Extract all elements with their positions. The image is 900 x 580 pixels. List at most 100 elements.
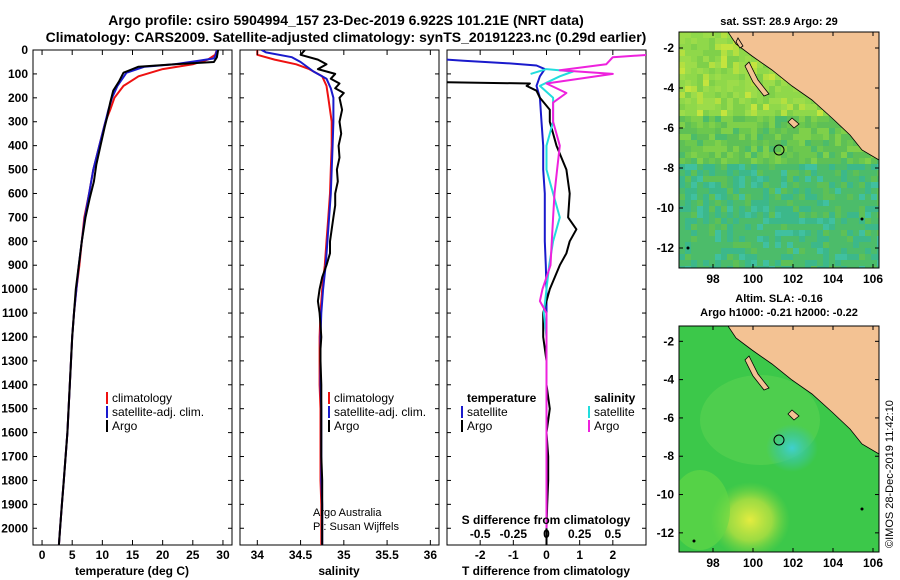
sst-cell bbox=[703, 62, 709, 68]
sst-cell bbox=[763, 128, 769, 134]
sst-cell bbox=[781, 230, 787, 236]
sst-cell bbox=[739, 260, 745, 266]
sst-cell bbox=[715, 140, 721, 146]
legend-label: Argo bbox=[594, 419, 620, 433]
sst-cell bbox=[703, 86, 709, 92]
sst-cell bbox=[835, 266, 841, 268]
sst-cell bbox=[793, 254, 799, 260]
sst-cell bbox=[781, 176, 787, 182]
sst-cell bbox=[745, 98, 751, 104]
sst-cell bbox=[817, 236, 823, 242]
sst-cell bbox=[727, 254, 733, 260]
sst-cell bbox=[811, 146, 817, 152]
sst-cell bbox=[721, 50, 727, 56]
sst-cell bbox=[835, 146, 841, 152]
sst-cell bbox=[793, 188, 799, 194]
sst-cell bbox=[751, 260, 757, 266]
sst-cell bbox=[853, 170, 859, 176]
sst-cell bbox=[715, 242, 721, 248]
sst-cell bbox=[811, 188, 817, 194]
sst-cell bbox=[697, 74, 703, 80]
sst-cell bbox=[829, 242, 835, 248]
sst-cell bbox=[805, 134, 811, 140]
sst-cell bbox=[859, 206, 865, 212]
sst-cell bbox=[781, 92, 787, 98]
sst-cell bbox=[679, 236, 685, 242]
sst-cell bbox=[733, 134, 739, 140]
sst-cell bbox=[823, 266, 829, 268]
sst-cell bbox=[793, 194, 799, 200]
sst-cell bbox=[763, 98, 769, 104]
sst-cell bbox=[691, 218, 697, 224]
sst-cell bbox=[805, 98, 811, 104]
sst-cell bbox=[739, 146, 745, 152]
sst-cell bbox=[727, 176, 733, 182]
map-y-tick-label: -12 bbox=[657, 526, 675, 540]
sst-cell bbox=[799, 98, 805, 104]
sst-cell bbox=[721, 230, 727, 236]
sst-cell bbox=[811, 170, 817, 176]
sst-cell bbox=[739, 254, 745, 260]
sst-cell bbox=[769, 116, 775, 122]
sst-cell bbox=[691, 248, 697, 254]
sst-cell bbox=[775, 218, 781, 224]
sst-cell bbox=[697, 56, 703, 62]
sst-cell bbox=[727, 188, 733, 194]
sst-cell bbox=[835, 248, 841, 254]
sst-cell bbox=[865, 230, 871, 236]
sst-cell bbox=[685, 206, 691, 212]
sst-cell bbox=[703, 32, 709, 38]
sst-cell bbox=[775, 110, 781, 116]
sst-cell bbox=[835, 242, 841, 248]
sst-cell bbox=[793, 128, 799, 134]
series-line bbox=[299, 50, 345, 545]
sst-cell bbox=[805, 266, 811, 268]
sst-cell bbox=[775, 230, 781, 236]
sst-cell bbox=[691, 62, 697, 68]
sst-cell bbox=[853, 260, 859, 266]
sst-cell bbox=[685, 248, 691, 254]
sst-map-axes: 98 100 102 104 106 -2 -4 -6 -8 -10 -12 bbox=[657, 32, 883, 286]
sst-cell bbox=[805, 212, 811, 218]
s-diff-tick-label: 0.25 bbox=[568, 527, 592, 541]
sst-cell bbox=[763, 254, 769, 260]
sst-cell bbox=[679, 32, 685, 38]
depth-axis: 0 100 200 300 400 500 600 700 800 900 1000 1100 1200… bbox=[1, 43, 646, 535]
sst-cell bbox=[841, 170, 847, 176]
sst-cell bbox=[709, 38, 715, 44]
sst-cell bbox=[751, 62, 757, 68]
depth-tick-label: 800 bbox=[8, 234, 28, 248]
sst-cell bbox=[853, 188, 859, 194]
sst-cell bbox=[745, 104, 751, 110]
sst-cell bbox=[745, 230, 751, 236]
sst-cell bbox=[679, 98, 685, 104]
legend-label: Argo bbox=[467, 419, 493, 433]
sst-cell bbox=[859, 212, 865, 218]
sst-cell bbox=[871, 176, 877, 182]
sst-cell bbox=[709, 32, 715, 38]
sst-cell bbox=[739, 164, 745, 170]
sst-cell bbox=[721, 218, 727, 224]
legend-label: satellite bbox=[467, 405, 508, 419]
sst-cell bbox=[697, 242, 703, 248]
sst-cell bbox=[793, 152, 799, 158]
sst-cell bbox=[691, 32, 697, 38]
sst-cell bbox=[835, 236, 841, 242]
sst-cell bbox=[859, 164, 865, 170]
legend-label: satellite-adj. clim. bbox=[334, 405, 426, 419]
sst-cell bbox=[685, 50, 691, 56]
sst-cell bbox=[811, 110, 817, 116]
sst-cell bbox=[859, 242, 865, 248]
sla-map bbox=[679, 326, 879, 552]
sst-cell bbox=[703, 110, 709, 116]
sst-cell bbox=[817, 230, 823, 236]
sst-cell bbox=[853, 236, 859, 242]
sst-cell bbox=[823, 116, 829, 122]
sst-cell bbox=[787, 104, 793, 110]
sst-cell bbox=[781, 260, 787, 266]
sst-cell bbox=[715, 128, 721, 134]
sst-cell bbox=[817, 164, 823, 170]
sst-cell bbox=[865, 266, 871, 268]
sst-cell bbox=[781, 242, 787, 248]
sst-cell bbox=[865, 254, 871, 260]
